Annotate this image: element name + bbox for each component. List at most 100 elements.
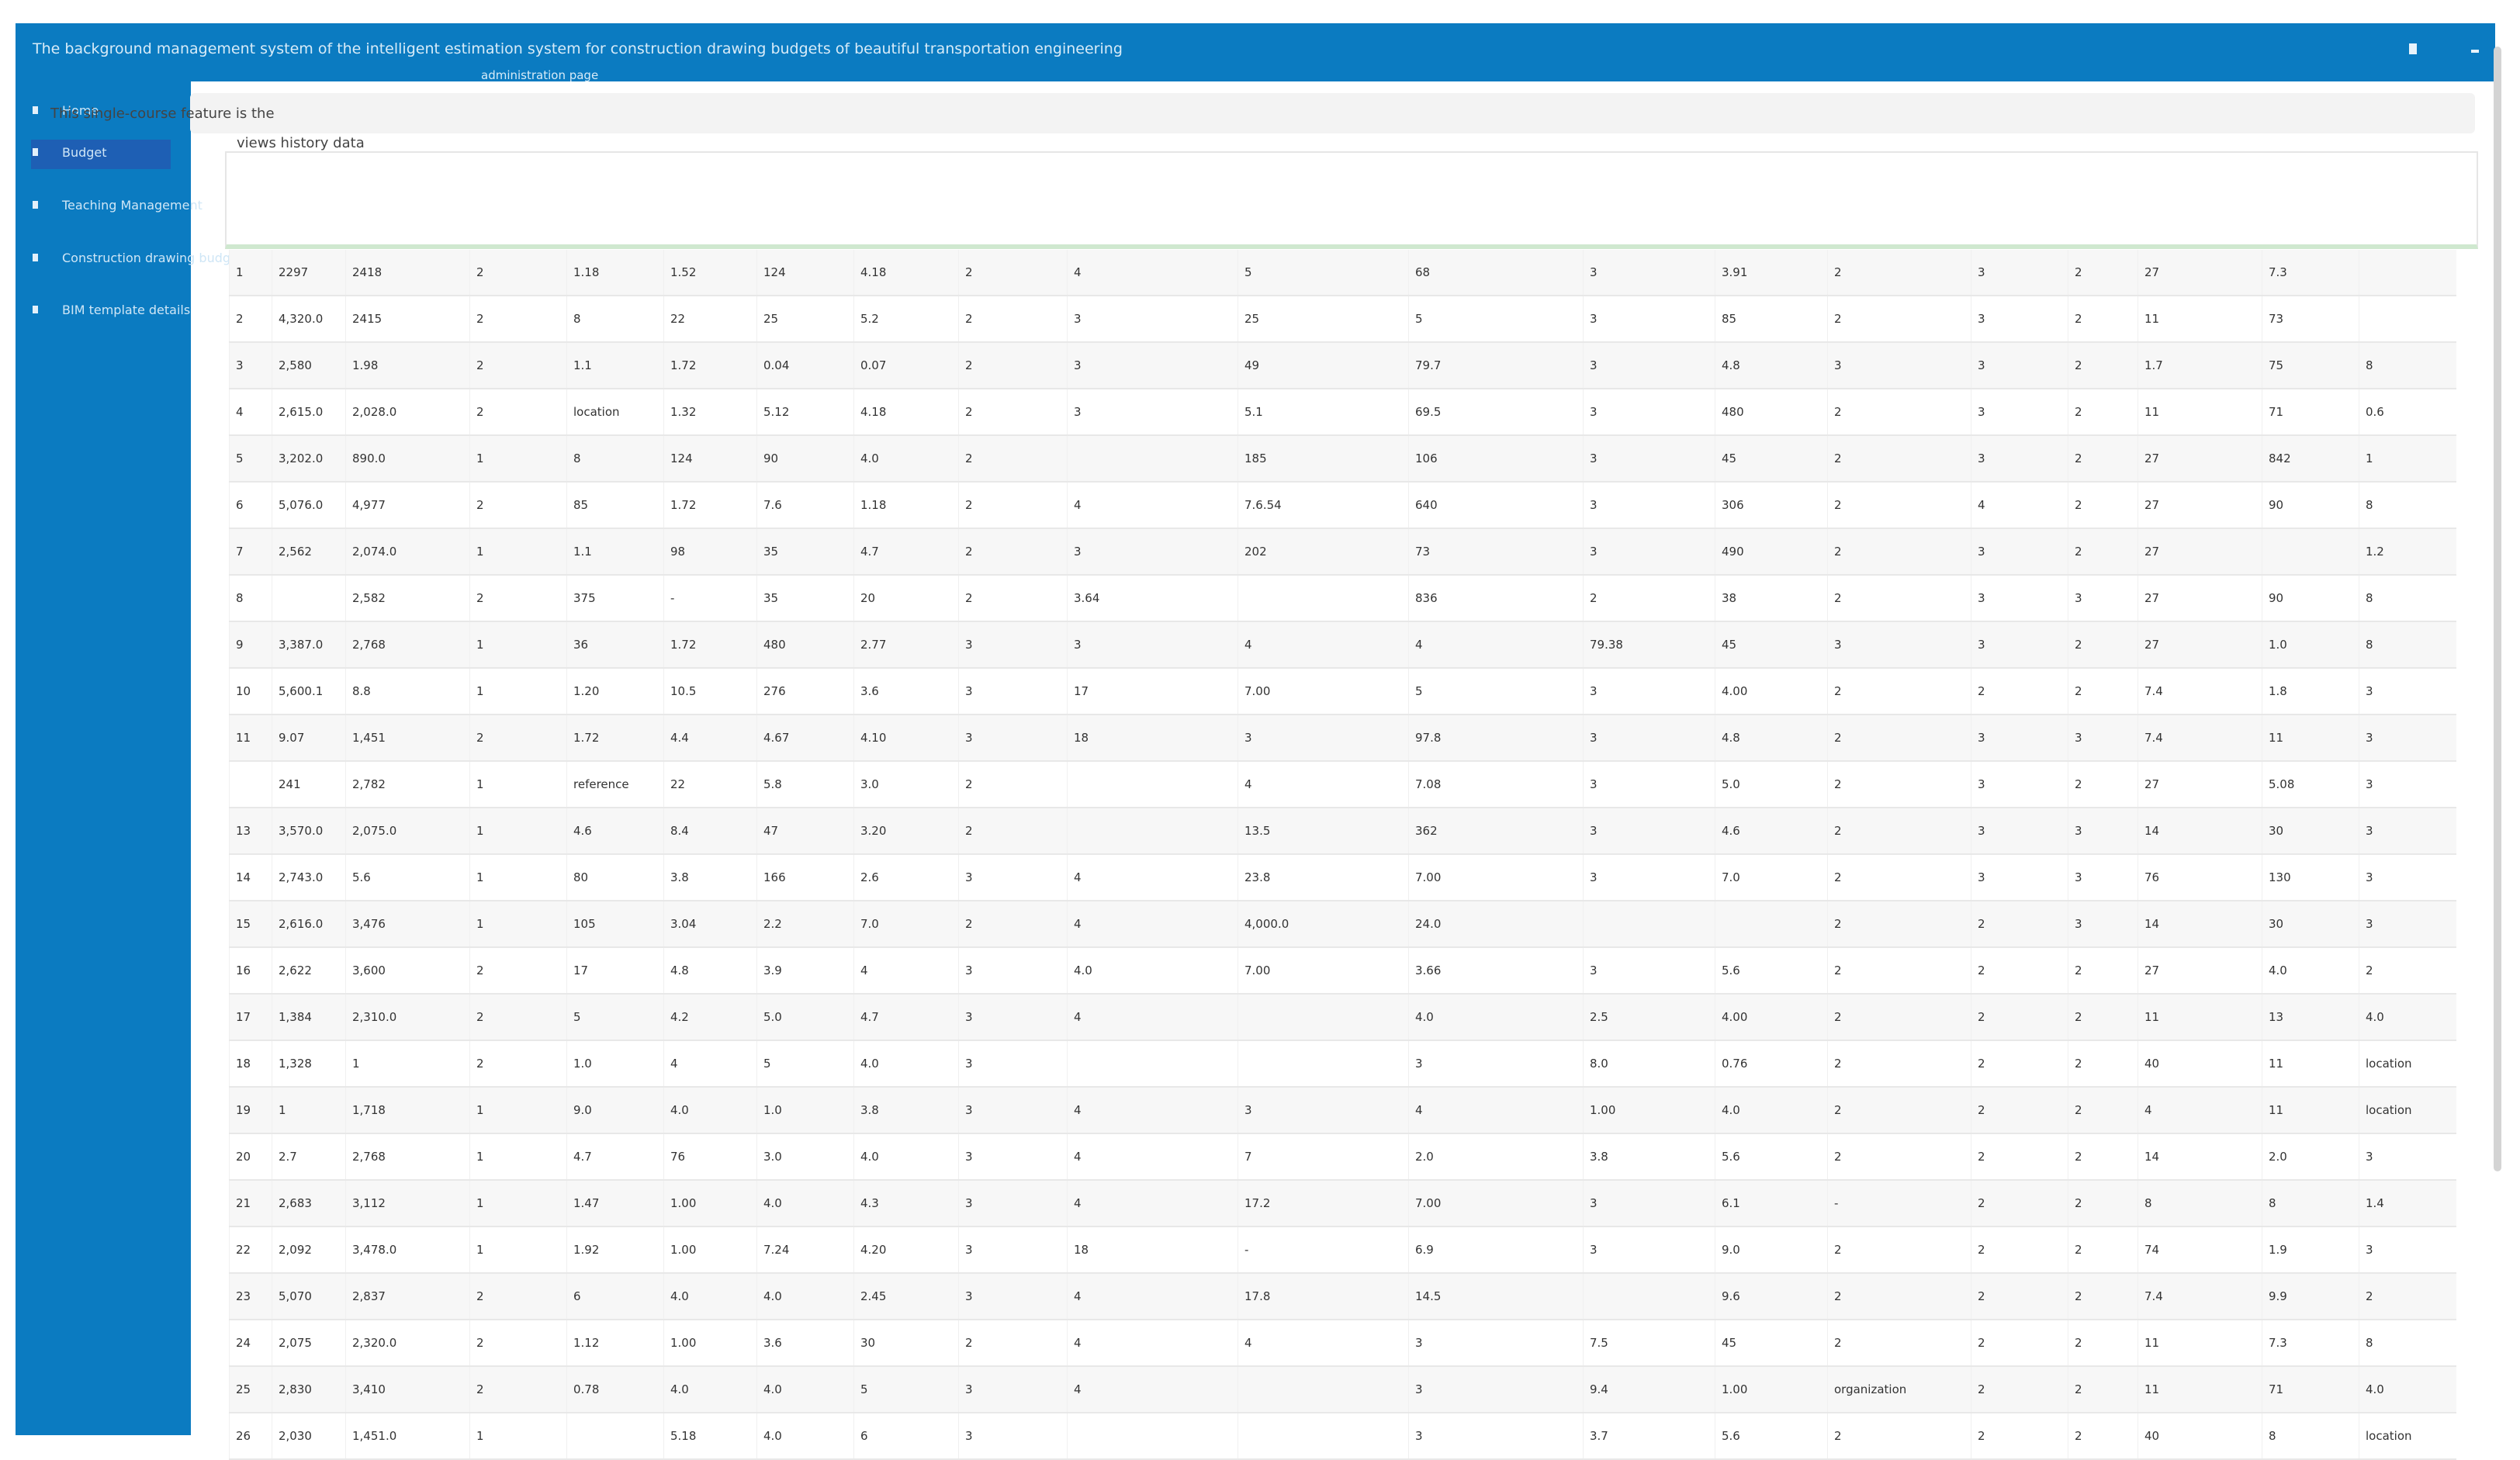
table-cell: 3,476 [345,901,470,948]
table-cell: location [2359,1087,2456,1134]
table-row[interactable]: 1 2297 2418 2 1.18 1.52 124 4.18 2 4 5 68 3 3.91 2 3 2 27… [229,250,2456,296]
table-cell: 4.20 [853,1226,959,1274]
sidebar-item[interactable]: Construction drawing budget [33,251,243,265]
table-row[interactable]: 21 2,683 3,112 1 1.47 1.00 4.0 4.3 3 4 17.2 7.00 3 6.… [229,1180,2456,1227]
sidebar-item[interactable]: Teaching Management [33,198,202,213]
table-cell: 4.18 [853,389,959,436]
user-icon[interactable] [2409,43,2417,54]
table-row[interactable]: 3 2,580 1.98 2 1.1 1.72 0.04 0.07 2 3 49 79.7 3 4.8 3 3… [229,342,2456,389]
table-cell [1238,994,1409,1041]
table-row[interactable]: 24 2,075 2,320.0 2 1.12 1.00 3.6 30 2 4 4 3 7.5 45 2 2 2… [229,1320,2456,1367]
table-cell: 11 [2262,1087,2359,1134]
table-row[interactable]: 23 5,070 2,837 2 6 4.0 4.0 2.45 3 4 17.8 14.5 9.6 2 2 2… [229,1273,2456,1320]
table-cell: 8 [2262,1180,2359,1227]
table-row[interactable]: 13 3,570.0 2,075.0 1 4.6 8.4 47 3.20 2 13.5 362 3 4.… [229,808,2456,855]
table-cell: 2,028.0 [345,389,470,436]
table-row[interactable]: 19 1 1,718 1 9.0 4.0 1.0 3.8 3 4 3 4 1.00 4.0 2 2 2 4 11 lo… [229,1087,2456,1134]
table-cell: 166 [756,854,854,901]
table-cell: 3 [958,1133,1068,1181]
table-row[interactable]: 4 2,615.0 2,028.0 2 location 1.32 5.12 4.18 2 3 5.… [229,389,2456,436]
table-cell: 2 [1827,714,1971,762]
table-row[interactable]: 11 9.07 1,451 2 1.72 4.4 4.67 4.10 3 18 3 97.8 3 4.8 2… [229,714,2456,762]
table-cell: 4.0 [2262,947,2359,995]
table-row[interactable]: 7 2,562 2,074.0 1 1.1 98 35 4.7 2 3 202 73 3 490 2 3 2 27… [229,528,2456,576]
table-row[interactable]: 16 2,622 3,600 2 17 4.8 3.9 4 3 4.0 7.00 3.66 3 5.6 2 2… [229,947,2456,995]
table-cell: 7.3 [2262,250,2359,296]
table-cell: 5.2 [853,296,959,343]
table-cell: 4 [1067,1087,1238,1134]
table-cell: 2.2 [756,901,854,948]
table-cell: 1.20 [566,668,664,715]
table-cell: 2 [2359,1273,2456,1320]
table-cell: 8 [2359,575,2456,622]
table-row[interactable]: 241 2,782 1 reference 22 5.8 3.0 2 4 7.08 3 5.0 2 3 2 2… [229,761,2456,808]
table-row[interactable]: 8 2,582 2 375-35 20 2 3.64 836 2 38 2 3 3 27 90 8 [229,575,2456,622]
table-cell: 7.5 [1583,1320,1715,1367]
search-area[interactable] [225,151,2478,249]
table-cell: 76 [663,1133,757,1181]
table-row[interactable]: 25 2,830 3,410 2 0.78 4.0 4.0 5 3 4 3 9.4 1.00 organi… [229,1366,2456,1413]
table-cell: 2 [2068,1040,2138,1088]
table-row[interactable]: 18 1,328 1 2 1.0 4 5 4.0 3 3 8.0 0.76 2 2 2 40 11 locatio… [229,1040,2456,1088]
table-cell: 17.2 [1238,1180,1409,1227]
table-cell: 4.6 [566,808,664,855]
table-row[interactable]: 15 2,616.0 3,476 1 105 3.04 2.2 7.0 2 4 4,000.0 24.… [229,901,2456,948]
table-cell: 7.00 [1408,854,1584,901]
table-cell: 36 [566,621,664,669]
table-cell: 13.5 [1238,808,1409,855]
sidebar-item[interactable]: Budget [33,145,107,160]
table-cell: 1,451 [345,714,470,762]
table-cell: 3.7 [1583,1413,1715,1460]
table-cell: 4 [1067,250,1238,296]
table-cell: 2,075 [272,1320,346,1367]
table-cell: 3 [1583,808,1715,855]
sidebar-item[interactable]: BIM template details [33,303,190,317]
table-cell: 4 [1238,1320,1409,1367]
table-cell: 1.47 [566,1180,664,1227]
table-row[interactable]: 5 3,202.0 890.0 1 8 124 90 4.0 2 185 106 3 45 2 3 2 27 84… [229,435,2456,483]
table-cell: 26 [229,1413,272,1460]
table-cell: 1 [469,854,567,901]
table-cell: 8 [566,435,664,483]
table-cell: 11 [2262,714,2359,762]
table-cell: 2 [2359,947,2456,995]
table-row[interactable]: 26 2,030 1,451.0 1 5.18 4.0 6 3 3 3.7 5.6 2 2 2 40 8 loc… [229,1413,2456,1460]
table-row[interactable]: 22 2,092 3,478.0 1 1.92 1.00 7.24 4.20 3 18-6.9 3 9… [229,1226,2456,1274]
table-cell: 3 [958,1413,1068,1460]
table-cell: 2 [1827,296,1971,343]
table-cell: 3 [1971,296,2068,343]
table-cell: 3 [1067,389,1238,436]
table-row[interactable]: 17 1,384 2,310.0 2 5 4.2 5.0 4.7 3 4 4.0 2.5 4.00 2 2 2… [229,994,2456,1041]
table-cell: 30 [853,1320,959,1367]
table-cell: 2,615.0 [272,389,346,436]
table-cell: 1.0 [566,1040,664,1088]
table-cell: 4 [1067,1180,1238,1227]
table-cell: 2 [958,389,1068,436]
table-cell: 2,622 [272,947,346,995]
table-cell: 73 [1408,528,1584,576]
table-row[interactable]: 10 5,600.1 8.8 1 1.20 10.5 276 3.6 3 17 7.00 5 3 4.00… [229,668,2456,715]
table-cell: 2 [469,250,567,296]
table-cell: 3.6 [756,1320,854,1367]
table-cell: 2 [2068,621,2138,669]
table-cell: 3 [2359,854,2456,901]
table-cell: 3 [958,994,1068,1041]
table-row[interactable]: 14 2,743.0 5.6 1 80 3.8 166 2.6 3 4 23.8 7.00 3 7.0 2 3… [229,854,2456,901]
table-row[interactable]: 9 3,387.0 2,768 1 36 1.72 480 2.77 3 3 4 4 79.38 45 3 3… [229,621,2456,669]
table-cell: 124 [663,435,757,483]
table-cell: 1.00 [663,1180,757,1227]
table-cell: 2.5 [1583,994,1715,1041]
table-row[interactable]: 2 4,320.0 2415 2 8 22 25 5.2 2 3 25 5 3 85 2 3 2 11 73 [229,296,2456,343]
table-cell: 2 [1827,808,1971,855]
menu-icon[interactable] [2471,50,2479,53]
table-cell: 3.0 [756,1133,854,1181]
table-row[interactable]: 20 2.7 2,768 1 4.7 76 3.0 4.0 3 4 7 2.0 3.8 5.6 2 2 2 14 2… [229,1133,2456,1181]
table-cell: 7.4 [2138,714,2262,762]
table-row[interactable]: 6 5,076.0 4,977 2 85 1.72 7.6 1.18 2 4 7.6.54 640 3 3… [229,482,2456,529]
scrollbar[interactable] [2494,47,2501,1171]
table-cell: 6.1 [1715,1180,1828,1227]
table-cell: 2 [1827,1087,1971,1134]
table-cell: 1.72 [663,621,757,669]
table-cell: 3 [1971,389,2068,436]
sidebar-item[interactable]: Home [33,103,99,118]
